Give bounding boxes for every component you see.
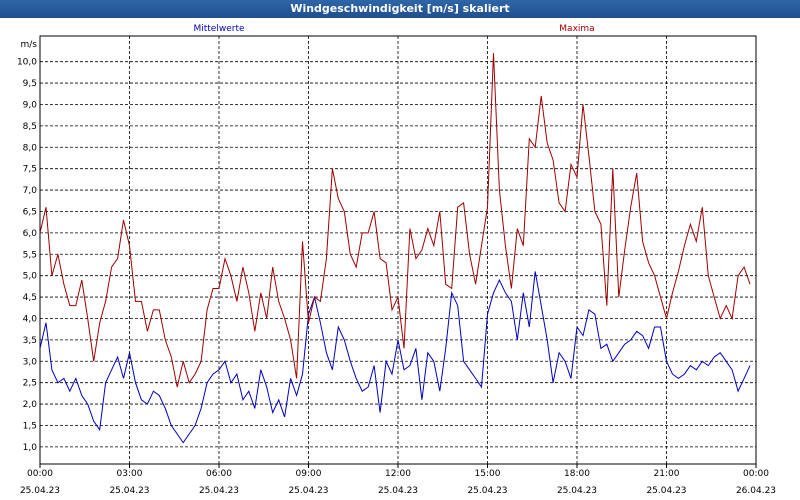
plot-frame	[39, 35, 757, 465]
y-tick-label: 4,0	[23, 314, 38, 324]
y-tick-label: 8,0	[23, 143, 38, 153]
y-tick-label: 6,5	[23, 207, 37, 217]
x-tick-time: 18:00	[564, 469, 590, 479]
x-tick-date: 25.04.23	[646, 486, 686, 496]
x-tick-time: 00:00	[27, 469, 53, 479]
x-tick-time: 06:00	[206, 469, 232, 479]
y-axis-unit: m/s	[21, 40, 38, 50]
y-tick-label: 7,0	[23, 186, 38, 196]
y-tick-label: 7,5	[23, 165, 37, 175]
series-line-mittelwerte	[39, 271, 751, 444]
y-tick-label: 3,5	[23, 336, 37, 346]
x-tick-date: 25.04.23	[557, 486, 597, 496]
chart-title: Windgeschwindigkeit [m/s] skaliert	[0, 0, 800, 18]
y-tick-label: 2,0	[23, 400, 38, 410]
legend-mittelwerte: Mittelwerte	[193, 24, 244, 34]
legend-maxima: Maxima	[559, 24, 594, 34]
x-tick-date: 25.04.23	[109, 486, 149, 496]
y-tick-label: 9,5	[23, 79, 37, 89]
series-lines	[39, 53, 751, 444]
y-tick-label: 10,0	[17, 58, 37, 68]
y-tick-label: 5,5	[23, 250, 37, 260]
y-tick-label: 4,5	[23, 293, 37, 303]
x-tick-date: 25.04.23	[378, 486, 418, 496]
x-tick-time: 09:00	[296, 469, 322, 479]
x-tick-date: 25.04.23	[467, 486, 507, 496]
y-tick-label: 1,0	[23, 443, 38, 453]
x-tick-time: 03:00	[117, 469, 143, 479]
x-tick-time: 21:00	[654, 469, 680, 479]
y-tick-label: 8,5	[23, 122, 37, 132]
y-tick-label: 9,0	[23, 100, 38, 110]
y-tick-label: 5,0	[23, 272, 38, 282]
wind-speed-chart: 1,0 1,5 2,0 2,5 3,0 3,5 4,0 4,5 5,0 5,5 6,0 6,5 7,0 7…	[17, 24, 776, 496]
x-tick-date: 26.04.23	[736, 486, 776, 496]
x-tick-time: 12:00	[385, 469, 411, 479]
y-tick-label: 2,5	[23, 379, 37, 389]
x-tick-date: 25.04.23	[288, 486, 328, 496]
x-tick-date: 25.04.23	[20, 486, 60, 496]
grid	[40, 36, 756, 464]
x-tick-date: 25.04.23	[199, 486, 239, 496]
y-tick-label: 1,5	[23, 421, 37, 431]
y-tick-label: 6,0	[23, 229, 38, 239]
x-tick-time: 15:00	[475, 469, 501, 479]
y-tick-label: 3,0	[23, 357, 38, 367]
axes	[39, 35, 757, 468]
series-line-maxima	[39, 53, 751, 388]
x-tick-time: 00:00	[743, 469, 769, 479]
axis-labels: 1,0 1,5 2,0 2,5 3,0 3,5 4,0 4,5 5,0 5,5 6,0 6,5 7,0 7…	[17, 24, 776, 496]
